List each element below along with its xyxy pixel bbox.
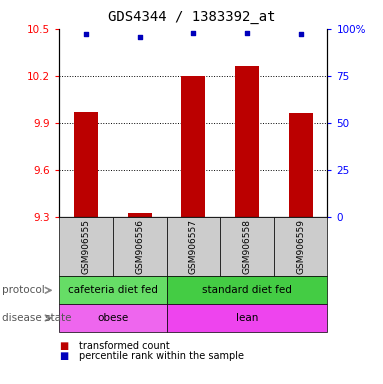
Point	[83, 30, 89, 36]
Bar	[289, 113, 313, 217]
Text: lean: lean	[236, 313, 258, 323]
Text: cafeteria diet fed: cafeteria diet fed	[68, 285, 158, 295]
Text: ■: ■	[59, 351, 69, 361]
Text: transformed count: transformed count	[79, 341, 169, 351]
Text: ■: ■	[59, 341, 69, 351]
Text: obese: obese	[97, 313, 129, 323]
Bar	[182, 76, 205, 217]
Text: GDS4344 / 1383392_at: GDS4344 / 1383392_at	[108, 10, 275, 23]
Text: standard diet fed: standard diet fed	[202, 285, 292, 295]
Text: GSM906555: GSM906555	[82, 219, 91, 274]
Point	[137, 34, 143, 40]
Text: disease state: disease state	[2, 313, 71, 323]
Bar	[235, 66, 259, 217]
Text: GSM906557: GSM906557	[189, 219, 198, 274]
Bar	[74, 112, 98, 217]
Point	[190, 30, 196, 36]
Point	[298, 31, 304, 38]
Text: percentile rank within the sample: percentile rank within the sample	[79, 351, 244, 361]
Text: GSM906559: GSM906559	[296, 219, 305, 274]
Text: protocol: protocol	[2, 285, 45, 295]
Text: GSM906556: GSM906556	[135, 219, 144, 274]
Bar	[128, 213, 152, 217]
Text: GSM906558: GSM906558	[242, 219, 252, 274]
Point	[244, 30, 250, 36]
